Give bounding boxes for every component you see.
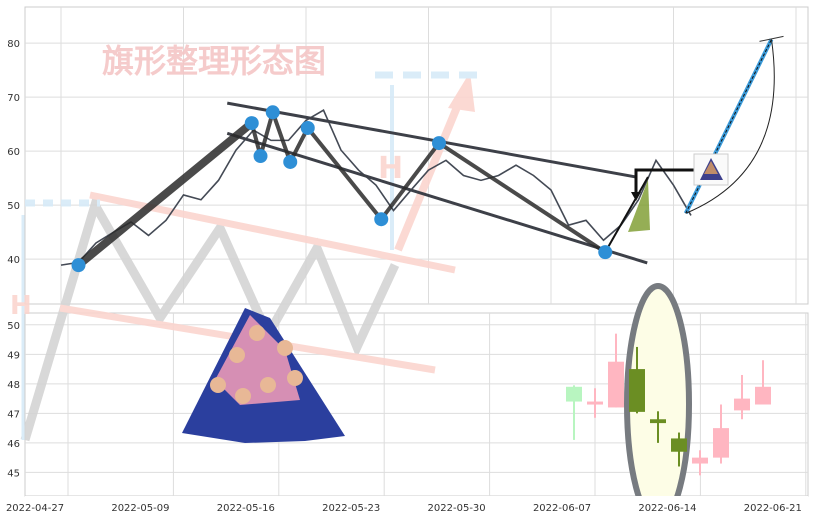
channel-lower-line bbox=[226, 131, 648, 265]
bottom-ytick-label: 50 bbox=[7, 321, 20, 332]
candle-body bbox=[755, 386, 771, 405]
zigzag-segment bbox=[437, 141, 607, 254]
xtick-label: 2022-06-07 bbox=[533, 503, 591, 514]
candle-body bbox=[629, 369, 645, 412]
xtick-label: 2022-05-23 bbox=[322, 503, 380, 514]
xtick-label: 2022-05-16 bbox=[217, 503, 275, 514]
xtick-label: 2022-06-14 bbox=[638, 503, 696, 514]
top-panel-frame bbox=[24, 6, 809, 305]
candle-body bbox=[608, 361, 624, 408]
xtick-label: 2022-04-27 bbox=[6, 503, 64, 514]
xtick-label: 2022-05-09 bbox=[111, 503, 169, 514]
bottom-ytick-label: 48 bbox=[7, 380, 20, 391]
highlight-ellipse bbox=[624, 283, 692, 520]
top-ytick-label: 70 bbox=[7, 93, 20, 104]
zigzag-segment bbox=[75, 120, 255, 269]
bottom-ytick-label: 47 bbox=[7, 409, 20, 420]
pivot-point bbox=[283, 154, 298, 169]
cartoon-faces bbox=[210, 325, 303, 404]
pyramid-badge-icon bbox=[693, 153, 729, 186]
zigzag-segment bbox=[258, 111, 275, 157]
candle-body bbox=[566, 386, 582, 402]
watermark-arrow-shaft bbox=[394, 93, 466, 252]
pivot-point bbox=[374, 212, 389, 227]
top-ytick-label: 60 bbox=[7, 147, 20, 158]
pivot-point bbox=[244, 116, 259, 131]
top-panel-grid: 40 50 60 70 80 bbox=[7, 6, 809, 305]
pivot-point bbox=[71, 258, 86, 273]
top-ytick-label: 80 bbox=[7, 39, 20, 50]
top-ytick-label: 40 bbox=[7, 255, 20, 266]
pivot-point bbox=[300, 120, 315, 135]
cartoon-group-image bbox=[182, 308, 345, 443]
xtick-label: 2022-05-30 bbox=[428, 503, 486, 514]
bottom-axis-mask bbox=[25, 496, 808, 520]
watermark-title: 旗形整理形态图 bbox=[102, 42, 326, 80]
pivot-point bbox=[598, 245, 613, 260]
candle-body bbox=[713, 428, 729, 458]
projection-arc bbox=[685, 39, 775, 214]
breakout-wedge bbox=[628, 180, 650, 232]
pivot-point bbox=[253, 149, 268, 164]
cartoon-top bbox=[215, 315, 300, 405]
xtick-label: 2022-06-21 bbox=[744, 503, 802, 514]
bottom-ytick-label: 46 bbox=[7, 439, 20, 450]
zigzag-segment bbox=[270, 111, 293, 163]
candle-body bbox=[650, 419, 666, 424]
bottom-ytick-label: 49 bbox=[7, 350, 20, 361]
zigzag-segment bbox=[306, 126, 383, 221]
bottom-panel-marks: 2022-04-27 2022-05-09 2022-05-16 2022-05-23… bbox=[6, 283, 808, 520]
pivot-point bbox=[265, 105, 280, 120]
breakout-line bbox=[604, 176, 649, 253]
candle-body bbox=[671, 438, 687, 452]
top-ytick-label: 50 bbox=[7, 201, 20, 212]
zigzag-segment bbox=[379, 141, 441, 221]
pivot-point bbox=[432, 136, 446, 151]
watermark-zigzag bbox=[20, 193, 400, 442]
price-line bbox=[60, 108, 692, 266]
projection-cap bbox=[759, 35, 784, 42]
bottom-ytick-label: 45 bbox=[7, 468, 20, 479]
candle-body bbox=[587, 401, 603, 405]
channel-upper-line bbox=[226, 101, 638, 179]
watermark-arrow-head-icon bbox=[448, 72, 475, 112]
candle-body bbox=[734, 398, 750, 411]
bracket-arrow bbox=[634, 168, 694, 194]
watermark-h-left: H bbox=[10, 291, 32, 321]
bracket-arrow-head-icon bbox=[631, 192, 641, 201]
candle-body bbox=[692, 457, 708, 464]
